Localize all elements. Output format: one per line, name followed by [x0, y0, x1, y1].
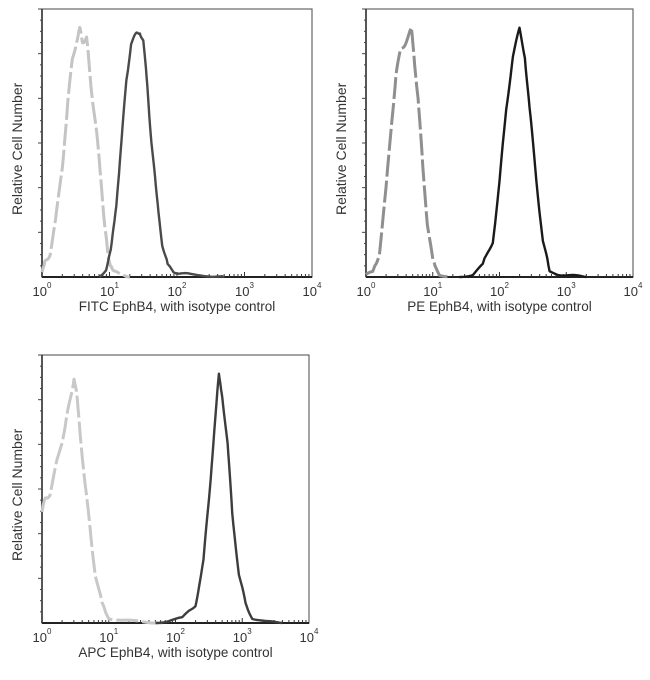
y-axis-label: Relative Cell Number [333, 82, 349, 215]
x-tick-label: 101 [423, 281, 443, 300]
plot-area [38, 354, 310, 625]
plot-area [362, 8, 634, 279]
x-tick-label: 102 [166, 627, 185, 646]
x-tick-label: 102 [167, 281, 187, 300]
x-tick-label: 104 [623, 281, 643, 300]
x-tick-label: 102 [490, 281, 509, 300]
x-tick-label: 103 [232, 627, 252, 646]
y-axis-label: Relative Cell Number [9, 428, 25, 561]
isotype-control-curve [40, 25, 130, 279]
isotype-control-curve [40, 377, 163, 625]
x-axis-label: APC EphB4, with isotype control [78, 645, 273, 660]
ephb4-curve [155, 372, 283, 625]
x-tick-label: 100 [32, 627, 52, 646]
ephb4-curve [98, 31, 225, 279]
plot-area [38, 8, 313, 279]
x-axis-label: FITC EphB4, with isotype control [78, 299, 276, 314]
x-axis-label: PE EphB4, with isotype control [407, 299, 592, 314]
isotype-control-curve [365, 25, 450, 279]
x-tick-label: 104 [299, 627, 319, 646]
x-tick-label: 101 [99, 627, 119, 646]
ephb4-curve [459, 26, 587, 279]
x-tick-label: 103 [235, 281, 254, 300]
x-tick-label: 104 [302, 281, 322, 300]
x-tick-label: 100 [356, 281, 376, 300]
x-tick-label: 100 [32, 281, 52, 300]
y-axis-label: Relative Cell Number [9, 82, 25, 215]
x-tick-label: 103 [556, 281, 576, 300]
x-tick-label: 101 [100, 281, 119, 300]
